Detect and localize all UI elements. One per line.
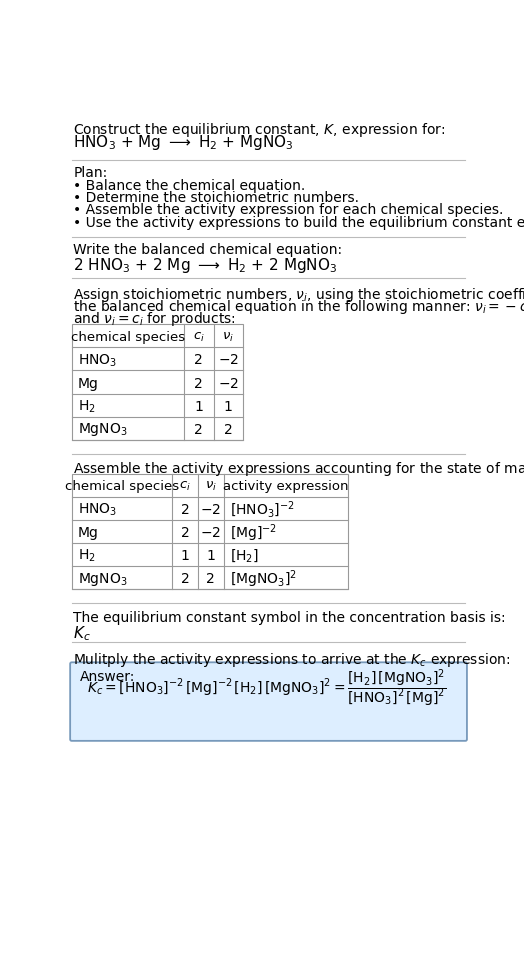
Text: 2: 2	[194, 423, 203, 436]
Text: $-2$: $-2$	[200, 526, 221, 540]
Text: 2: 2	[181, 502, 190, 517]
Text: Assemble the activity expressions accounting for the state of matter and $\nu_i$: Assemble the activity expressions accoun…	[73, 459, 524, 478]
Text: Assign stoichiometric numbers, $\nu_i$, using the stoichiometric coefficients, $: Assign stoichiometric numbers, $\nu_i$, …	[73, 286, 524, 303]
Text: and $\nu_i = c_i$ for products:: and $\nu_i = c_i$ for products:	[73, 310, 236, 328]
Text: HNO$_3$ + Mg $\longrightarrow$ H$_2$ + MgNO$_3$: HNO$_3$ + Mg $\longrightarrow$ H$_2$ + M…	[73, 133, 294, 152]
Text: 2: 2	[194, 376, 203, 390]
Text: $[\mathrm{Mg}]^{-2}$: $[\mathrm{Mg}]^{-2}$	[230, 523, 277, 544]
Text: $\nu_i$: $\nu_i$	[222, 331, 234, 344]
Text: H$_2$: H$_2$	[78, 398, 96, 415]
Text: $\nu_i$: $\nu_i$	[205, 480, 217, 493]
Text: $-2$: $-2$	[200, 502, 221, 517]
Text: Write the balanced chemical equation:: Write the balanced chemical equation:	[73, 243, 342, 257]
Text: MgNO$_3$: MgNO$_3$	[78, 570, 127, 588]
Text: 2: 2	[181, 572, 190, 586]
Text: • Assemble the activity expression for each chemical species.: • Assemble the activity expression for e…	[73, 204, 504, 217]
Text: $c_i$: $c_i$	[179, 480, 191, 493]
Text: The equilibrium constant symbol in the concentration basis is:: The equilibrium constant symbol in the c…	[73, 611, 506, 625]
Text: 1: 1	[194, 400, 203, 413]
Text: HNO$_3$: HNO$_3$	[78, 501, 117, 518]
Bar	[72, 324, 243, 440]
Bar	[72, 474, 347, 590]
Text: Mg: Mg	[78, 376, 99, 390]
Text: 2: 2	[181, 526, 190, 540]
Text: $[\mathrm{HNO}_3]^{-2}$: $[\mathrm{HNO}_3]^{-2}$	[230, 500, 294, 520]
Text: chemical species: chemical species	[65, 480, 179, 493]
Text: 1: 1	[224, 400, 233, 413]
Text: $[\mathrm{MgNO}_3]^2$: $[\mathrm{MgNO}_3]^2$	[230, 568, 297, 590]
FancyBboxPatch shape	[70, 662, 467, 741]
Text: $[\mathrm{H}_2]$: $[\mathrm{H}_2]$	[230, 547, 259, 565]
Text: $K_c = [\mathrm{HNO}_3]^{-2}\,[\mathrm{Mg}]^{-2}\,[\mathrm{H}_2]\,[\mathrm{MgNO}: $K_c = [\mathrm{HNO}_3]^{-2}\,[\mathrm{M…	[87, 668, 446, 709]
Text: $c_i$: $c_i$	[193, 331, 205, 344]
Text: • Use the activity expressions to build the equilibrium constant expression.: • Use the activity expressions to build …	[73, 215, 524, 230]
Text: Plan:: Plan:	[73, 167, 107, 181]
Text: • Determine the stoichiometric numbers.: • Determine the stoichiometric numbers.	[73, 191, 359, 205]
Text: HNO$_3$: HNO$_3$	[78, 352, 117, 368]
Text: 2: 2	[224, 423, 233, 436]
Text: chemical species: chemical species	[71, 331, 185, 344]
Text: Mulitply the activity expressions to arrive at the $K_c$ expression:: Mulitply the activity expressions to arr…	[73, 651, 511, 669]
Text: 1: 1	[181, 549, 190, 563]
Text: activity expression: activity expression	[223, 480, 348, 493]
Text: $-2$: $-2$	[218, 353, 239, 367]
Text: 2 HNO$_3$ + 2 Mg $\longrightarrow$ H$_2$ + 2 MgNO$_3$: 2 HNO$_3$ + 2 Mg $\longrightarrow$ H$_2$…	[73, 256, 337, 275]
Text: $-2$: $-2$	[218, 376, 239, 390]
Text: 2: 2	[194, 353, 203, 367]
Text: • Balance the chemical equation.: • Balance the chemical equation.	[73, 179, 305, 192]
Text: Mg: Mg	[78, 526, 99, 540]
Text: the balanced chemical equation in the following manner: $\nu_i = -c_i$ for react: the balanced chemical equation in the fo…	[73, 298, 524, 316]
Text: MgNO$_3$: MgNO$_3$	[78, 421, 127, 438]
Text: $K_c$: $K_c$	[73, 624, 91, 642]
Text: 1: 1	[206, 549, 215, 563]
Text: H$_2$: H$_2$	[78, 547, 96, 565]
Text: Answer:: Answer:	[80, 670, 135, 684]
Text: 2: 2	[206, 572, 215, 586]
Text: Construct the equilibrium constant, $K$, expression for:: Construct the equilibrium constant, $K$,…	[73, 121, 446, 139]
